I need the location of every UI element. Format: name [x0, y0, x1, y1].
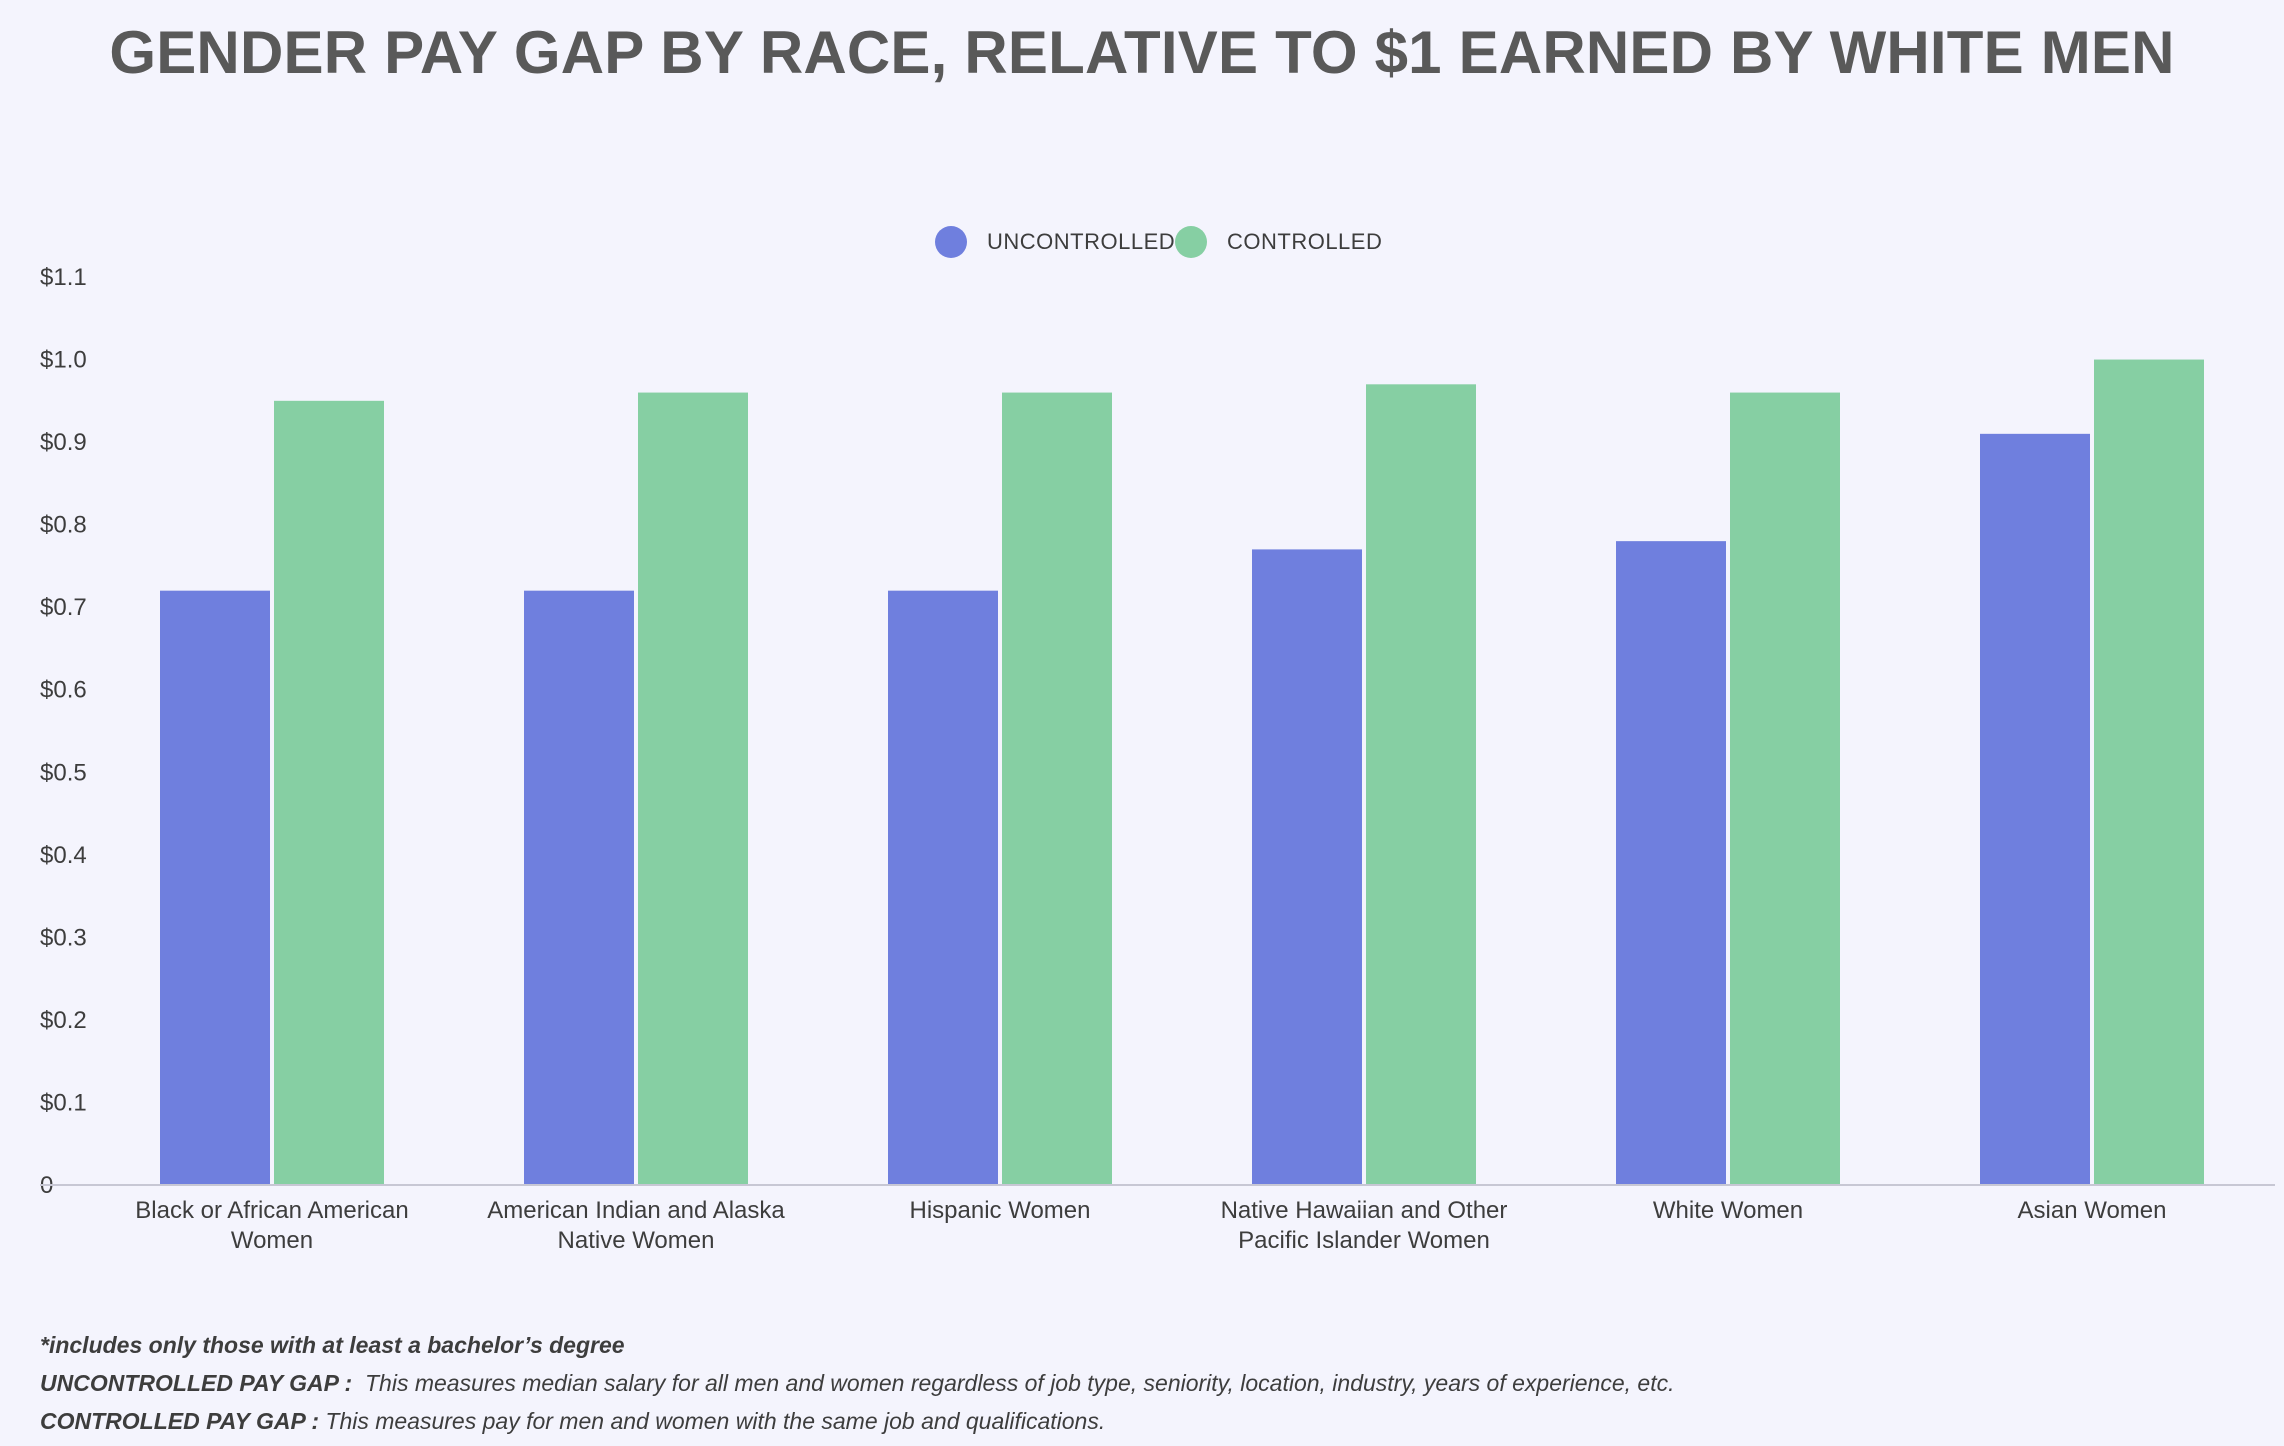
- y-tick-label-1-0: $1.0: [40, 347, 87, 374]
- footnote-controlled: CONTROLLED PAY GAP : This measures pay f…: [40, 1402, 2240, 1440]
- bar-controlled-hispanic-women: [1002, 392, 1112, 1186]
- footnote-uncontrolled: UNCONTROLLED PAY GAP : This measures med…: [40, 1364, 2240, 1402]
- footnote-controlled-label: CONTROLLED PAY GAP :: [40, 1408, 319, 1434]
- legend-swatch-controlled: [1175, 226, 1207, 258]
- x-category-label-line: Black or African American: [135, 1197, 408, 1224]
- y-tick-label-0-8: $0.8: [40, 512, 87, 539]
- bar-uncontrolled-american-indian-and-alaska-native-women: [524, 590, 634, 1185]
- chart-title: GENDER PAY GAP BY RACE, RELATIVE TO $1 E…: [109, 19, 2175, 86]
- footnote-controlled-text: This measures pay for men and women with…: [319, 1408, 1106, 1434]
- x-category-label-line: American Indian and Alaska: [487, 1197, 785, 1224]
- chart-legend: UNCONTROLLED CONTROLLED: [935, 226, 1382, 258]
- bar-uncontrolled-white-women: [1616, 541, 1726, 1185]
- y-tick-label-0-6: $0.6: [40, 677, 87, 704]
- x-category-label-line: Native Hawaiian and Other: [1221, 1197, 1508, 1224]
- bar-uncontrolled-asian-women: [1980, 433, 2090, 1185]
- y-tick-label-0-7: $0.7: [40, 594, 87, 621]
- y-tick-label-0-5: $0.5: [40, 759, 87, 786]
- y-tick-label-0-9: $0.9: [40, 429, 87, 456]
- bar-uncontrolled-hispanic-women: [888, 590, 998, 1185]
- x-category-label-line: Native Women: [558, 1227, 715, 1254]
- x-category-label-american-indian-and-alaska-native-women: American Indian and Alaska Native Women: [487, 1197, 785, 1254]
- x-category-label-asian-women: Asian Women: [2018, 1197, 2167, 1224]
- x-category-label-hispanic-women: Hispanic Women: [910, 1197, 1091, 1224]
- x-category-label-line: Hispanic Women: [910, 1197, 1091, 1224]
- x-category-label-line: Pacific Islander Women: [1238, 1227, 1490, 1254]
- bar-controlled-american-indian-and-alaska-native-women: [638, 392, 748, 1186]
- bar-controlled-black-or-african-american-women: [274, 400, 384, 1185]
- legend-label-uncontrolled: UNCONTROLLED: [987, 229, 1175, 254]
- y-tick-label-0-2: $0.2: [40, 1007, 87, 1034]
- footnote-degree-text: *includes only those with at least a bac…: [40, 1332, 625, 1358]
- legend-label-controlled: CONTROLLED: [1227, 229, 1382, 254]
- bar-controlled-native-hawaiian-and-other-pacific-islander-women: [1366, 384, 1476, 1185]
- y-tick-label-0-3: $0.3: [40, 924, 87, 951]
- x-category-label-native-hawaiian-and-other-pacific-islander-women: Native Hawaiian and Other Pacific Islande…: [1221, 1197, 1508, 1254]
- y-axis: 0$0.1$0.2$0.3$0.4$0.5$0.6$0.7$0.8$0.9$1.…: [40, 264, 87, 1199]
- footnote-uncontrolled-label: UNCONTROLLED PAY GAP :: [40, 1370, 353, 1396]
- bar-controlled-asian-women: [2094, 359, 2204, 1186]
- x-axis: Black or African American Women American I…: [135, 1197, 2166, 1254]
- footnote-uncontrolled-text: This measures median salary for all men …: [352, 1370, 1675, 1396]
- x-category-label-line: Asian Women: [2018, 1197, 2167, 1224]
- bar-controlled-white-women: [1730, 392, 1840, 1186]
- y-tick-label-0-4: $0.4: [40, 842, 87, 869]
- y-tick-label-0-1: $0.1: [40, 1089, 87, 1116]
- y-tick-label-1-1: $1.1: [40, 264, 87, 291]
- x-category-label-line: White Women: [1653, 1197, 1803, 1224]
- bar-uncontrolled-native-hawaiian-and-other-pacific-islander-women: [1252, 549, 1362, 1185]
- bar-uncontrolled-black-or-african-american-women: [160, 590, 270, 1185]
- x-category-label-white-women: White Women: [1653, 1197, 1803, 1224]
- x-category-label-black-or-african-american-women: Black or African American Women: [135, 1197, 408, 1254]
- legend-swatch-uncontrolled: [935, 226, 967, 258]
- footnote-degree: *includes only those with at least a bac…: [40, 1326, 2240, 1364]
- footnotes: *includes only those with at least a bac…: [40, 1326, 2240, 1440]
- x-category-label-line: Women: [231, 1227, 313, 1254]
- bars-group: [160, 359, 2204, 1186]
